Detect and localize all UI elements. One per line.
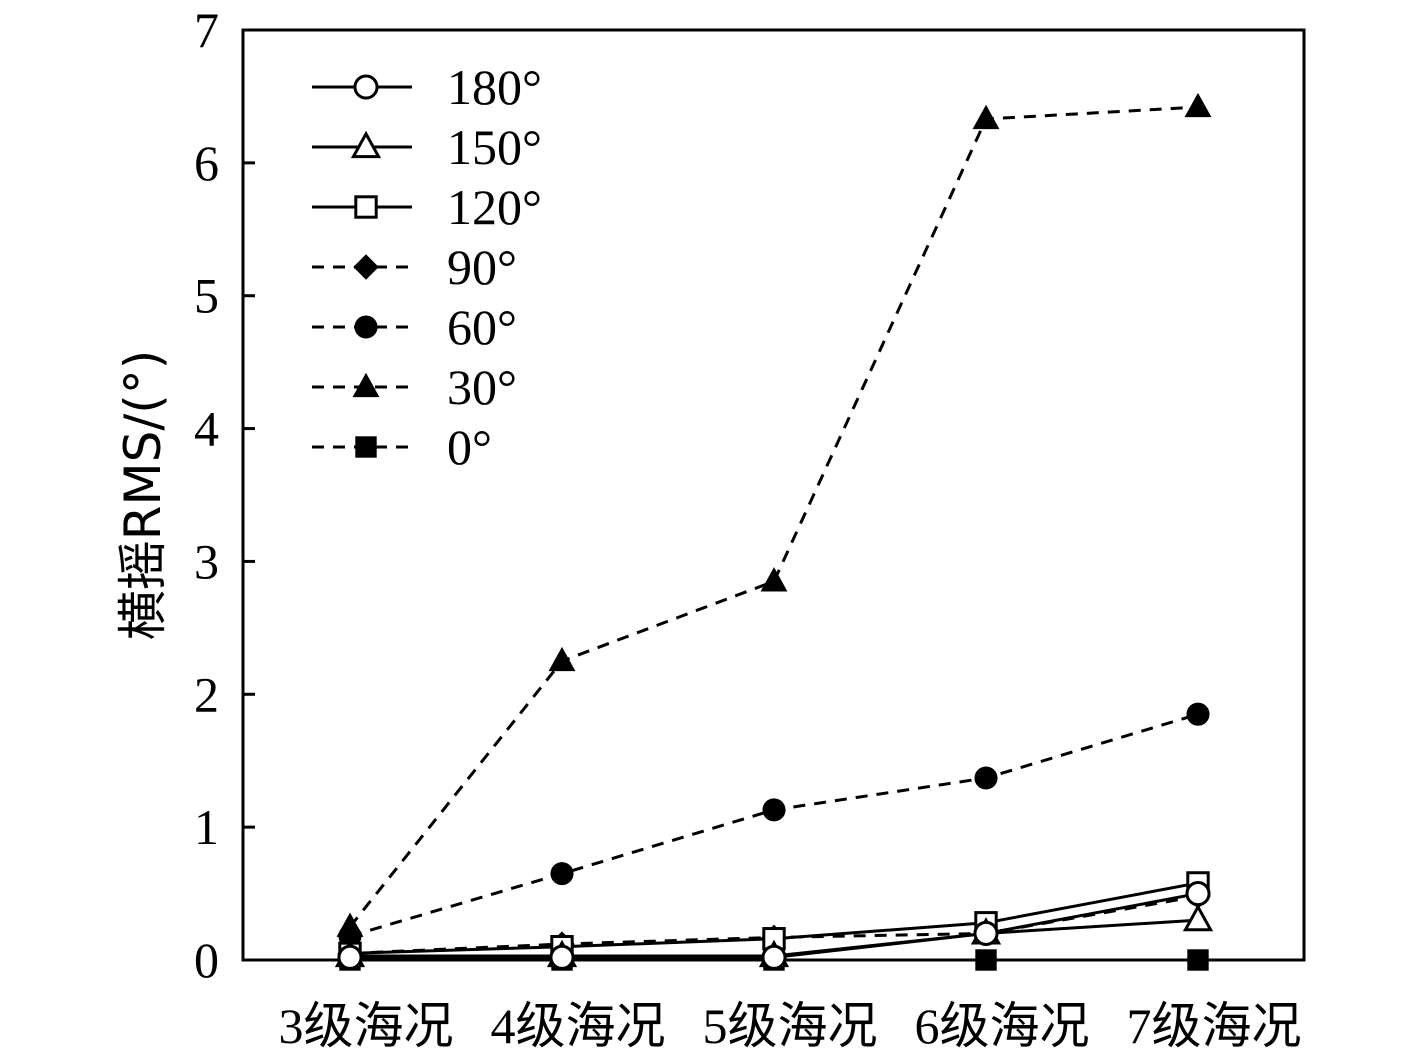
y-tick-label: 0 <box>194 932 219 988</box>
data-point <box>972 104 1000 130</box>
legend-item: 60° <box>312 299 517 355</box>
data-point <box>354 195 378 219</box>
y-tick-label: 2 <box>194 666 219 722</box>
legend-label: 60° <box>447 299 517 355</box>
legend-item: 120° <box>312 179 542 235</box>
y-tick-label: 4 <box>194 401 219 457</box>
data-point <box>354 315 378 339</box>
y-tick-label: 3 <box>194 533 219 589</box>
data-point <box>762 798 786 822</box>
legend-label: 180° <box>447 59 542 115</box>
data-point <box>1187 949 1209 971</box>
series-4 <box>338 702 1210 948</box>
y-axis: 0 1 2 3 4 5 6 7 <box>194 2 255 988</box>
legend-label: 120° <box>447 179 542 235</box>
legend-label: 150° <box>447 119 542 175</box>
data-point <box>761 944 787 970</box>
data-point <box>973 920 999 946</box>
legend-label: 30° <box>447 359 517 415</box>
data-point <box>1184 92 1212 118</box>
data-point <box>760 567 788 592</box>
data-point <box>352 372 380 398</box>
data-point <box>975 949 997 971</box>
legend-item: 180° <box>312 59 542 115</box>
series-line <box>349 712 1199 938</box>
series-0 <box>337 881 1211 970</box>
x-tick-label: 4级海况 <box>491 998 666 1054</box>
data-point <box>337 944 363 970</box>
x-tick-label: 6级海况 <box>915 998 1090 1054</box>
y-tick-label: 5 <box>194 268 219 324</box>
data-point <box>350 130 382 159</box>
y-tick-label: 7 <box>194 2 219 58</box>
legend-item: 0° <box>312 419 492 475</box>
data-point <box>353 74 379 100</box>
data-point <box>550 862 574 886</box>
x-tick-label: 3级海况 <box>279 998 454 1054</box>
data-point <box>974 766 998 790</box>
series-5 <box>336 92 1212 937</box>
y-tick-label: 1 <box>194 799 219 855</box>
legend-item: 90° <box>312 239 517 295</box>
y-tick-label: 6 <box>194 135 219 191</box>
data-point <box>355 436 377 458</box>
series-layer <box>334 92 1214 971</box>
legend-item: 30° <box>312 359 517 415</box>
x-tick-label: 7级海况 <box>1127 998 1302 1054</box>
data-point <box>1185 881 1211 907</box>
series-line <box>348 105 1199 928</box>
data-point <box>548 646 576 672</box>
data-point <box>1186 702 1210 726</box>
x-tick-label: 5级海况 <box>703 998 878 1054</box>
legend-item: 150° <box>312 119 542 175</box>
legend-label: 0° <box>447 419 492 475</box>
legend: 180°150°120°90°60°30°0° <box>312 59 542 475</box>
x-axis: 3级海况 4级海况 5级海况 6级海况 7级海况 <box>279 998 1302 1054</box>
data-point <box>1182 903 1214 932</box>
y-axis-title: 横摇RMS/(°) <box>114 350 172 640</box>
data-point <box>353 254 379 280</box>
legend-label: 90° <box>447 239 517 295</box>
data-point <box>549 944 575 970</box>
